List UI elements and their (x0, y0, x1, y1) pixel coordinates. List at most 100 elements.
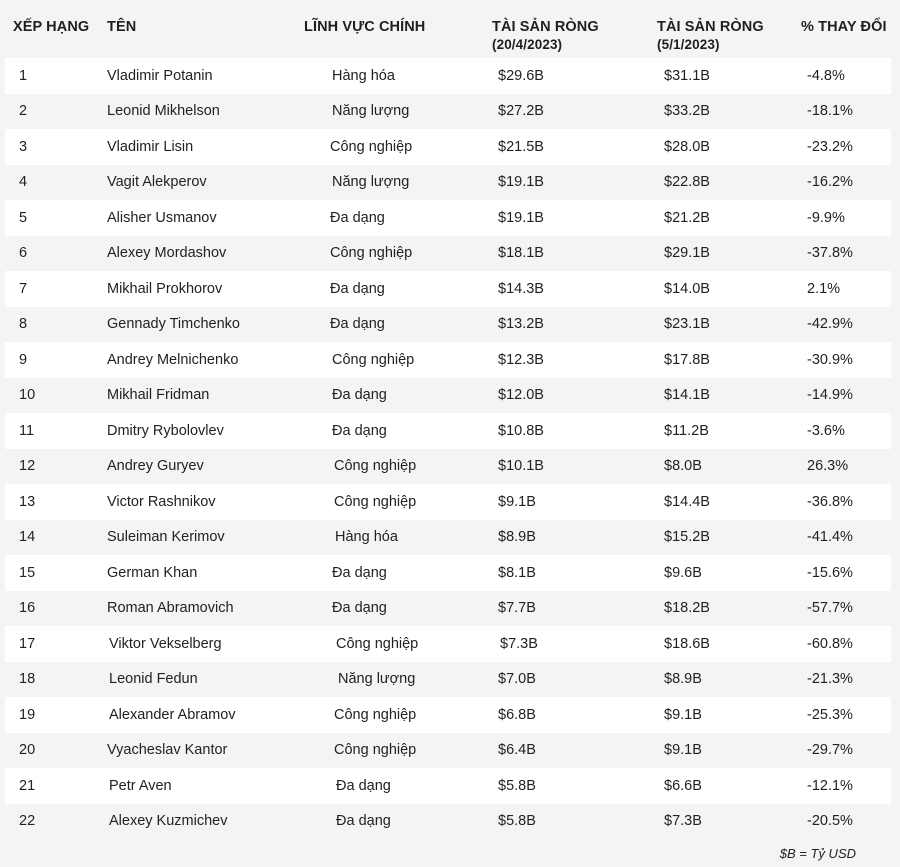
cell-net-worth-jan: $15.2B (664, 529, 710, 546)
table-row: 16 Roman Abramovich Đa dạng $7.7B $18.2B -57.… (5, 590, 891, 626)
cell-name: Andrey Melnichenko (107, 351, 239, 368)
table-row: 6 Alexey Mordashov Công nghiệp $18.1B $29.1B… (5, 235, 891, 271)
table-row: 3 Vladimir Lisin Công nghiệp $21.5B $28.0B -2… (5, 129, 891, 165)
cell-name: Leonid Mikhelson (107, 103, 220, 120)
cell-name: Petr Aven (109, 777, 172, 794)
table-row: 19 Alexander Abramov Công nghiệp $6.8B $9.1B… (5, 697, 891, 733)
cell-rank: 20 (19, 742, 36, 759)
cell-rank: 9 (19, 351, 28, 368)
cell-net-worth-apr: $6.4B (498, 742, 536, 759)
cell-net-worth-apr: $29.6B (498, 67, 544, 84)
cell-net-worth-apr: $5.8B (498, 777, 536, 794)
cell-net-worth-jan: $18.2B (664, 600, 710, 617)
cell-sector: Công nghiệp (334, 742, 417, 759)
header-name: TÊN (107, 19, 137, 35)
cell-name: Viktor Vekselberg (109, 635, 222, 652)
cell-sector: Đa dạng (330, 280, 385, 297)
cell-change: -60.8% (807, 635, 853, 652)
table-row: 14 Suleiman Kerimov Hàng hóa $8.9B $15.2B -41… (5, 519, 891, 555)
cell-rank: 2 (19, 103, 28, 120)
cell-rank: 3 (19, 138, 28, 155)
cell-sector: Công nghiệp (332, 351, 415, 368)
table-row: 18 Leonid Fedun Năng lượng $7.0B $8.9B -21.3% (5, 661, 891, 697)
cell-net-worth-jan: $14.1B (664, 387, 710, 404)
cell-rank: 11 (19, 422, 35, 439)
header-change: % THAY ĐỔI (801, 19, 887, 35)
table-row: 13 Victor Rashnikov Công nghiệp $9.1B $14.4B… (5, 484, 891, 520)
cell-sector: Công nghiệp (334, 493, 417, 510)
cell-sector: Đa dạng (336, 777, 391, 794)
cell-net-worth-jan: $18.6B (664, 635, 710, 652)
footnote: $B = Tỷ USD (779, 846, 856, 861)
cell-name: Vladimir Lisin (107, 138, 194, 155)
cell-name: Dmitry Rybolovlev (107, 422, 224, 439)
cell-name: Alexey Mordashov (107, 245, 227, 262)
cell-sector: Đa dạng (330, 316, 385, 333)
cell-change: -23.2% (807, 138, 853, 155)
header-sector: LĨNH VỰC CHÍNH (304, 19, 426, 35)
cell-sector: Hàng hóa (332, 67, 395, 84)
cell-change: -16.2% (807, 174, 853, 191)
cell-rank: 22 (19, 813, 36, 830)
cell-net-worth-apr: $18.1B (498, 245, 544, 262)
cell-name: Roman Abramovich (107, 600, 234, 617)
cell-change: -15.6% (807, 564, 853, 581)
cell-change: -36.8% (807, 493, 853, 510)
cell-change: -14.9% (807, 387, 853, 404)
table-row: 21 Petr Aven Đa dạng $5.8B $6.6B -12.1% (5, 768, 891, 804)
cell-rank: 10 (19, 387, 36, 404)
table-row: 20 Vyacheslav Kantor Công nghiệp $6.4B $9.1B… (5, 732, 891, 768)
cell-change: -29.7% (807, 742, 853, 759)
cell-name: Mikhail Prokhorov (107, 280, 223, 297)
cell-change: -25.3% (807, 706, 853, 723)
table-row: 5 Alisher Usmanov Đa dạng $19.1B $21.2B -9.9% (5, 200, 891, 236)
cell-sector: Đa dạng (332, 600, 387, 617)
cell-change: -30.9% (807, 351, 853, 368)
cell-change: -21.3% (807, 671, 853, 688)
table-row: 11 Dmitry Rybolovlev Đa dạng $10.8B $11.2B -3… (5, 413, 891, 449)
cell-name: German Khan (107, 564, 198, 581)
cell-change: 26.3% (807, 458, 849, 475)
cell-name: Gennady Timchenko (107, 316, 240, 333)
cell-name: Alisher Usmanov (107, 209, 217, 226)
cell-net-worth-apr: $19.1B (498, 174, 544, 191)
cell-net-worth-apr: $7.7B (498, 600, 536, 617)
cell-name: Alexander Abramov (109, 706, 236, 723)
cell-rank: 4 (19, 174, 28, 191)
cell-net-worth-jan: $7.3B (664, 813, 702, 830)
table-row: 7 Mikhail Prokhorov Đa dạng $14.3B $14.0B 2.1… (5, 271, 891, 307)
cell-net-worth-jan: $14.0B (664, 280, 710, 297)
cell-name: Alexey Kuzmichev (109, 813, 228, 830)
cell-net-worth-jan: $14.4B (664, 493, 710, 510)
cell-net-worth-apr: $19.1B (498, 209, 544, 226)
cell-rank: 7 (19, 280, 28, 297)
cell-rank: 14 (19, 529, 36, 546)
cell-sector: Đa dạng (336, 813, 391, 830)
cell-change: -20.5% (807, 813, 853, 830)
cell-name: Mikhail Fridman (107, 387, 210, 404)
cell-change: -57.7% (807, 600, 853, 617)
cell-net-worth-apr: $21.5B (498, 138, 544, 155)
cell-name: Vladimir Potanin (107, 67, 213, 84)
cell-name: Victor Rashnikov (107, 493, 216, 510)
cell-net-worth-jan: $17.8B (664, 351, 710, 368)
header-net-worth-2023-04-20: TÀI SẢN RÒNG (20/4/2023) (492, 19, 599, 52)
cell-net-worth-apr: $12.3B (498, 351, 544, 368)
cell-sector: Công nghiệp (336, 635, 419, 652)
cell-net-worth-apr: $10.1B (498, 458, 544, 475)
cell-net-worth-jan: $22.8B (664, 174, 710, 191)
cell-net-worth-jan: $11.2B (664, 422, 709, 439)
cell-sector: Đa dạng (332, 422, 387, 439)
cell-net-worth-apr: $8.9B (498, 529, 536, 546)
cell-change: -9.9% (807, 209, 845, 226)
cell-rank: 8 (19, 316, 28, 333)
cell-rank: 6 (19, 245, 28, 262)
cell-rank: 13 (19, 493, 36, 510)
billionaires-table: XẾP HẠNG TÊN LĨNH VỰC CHÍNH TÀI SẢN RÒNG… (5, 0, 891, 839)
cell-net-worth-apr: $12.0B (498, 387, 544, 404)
cell-sector: Hàng hóa (335, 529, 398, 546)
table-row: 22 Alexey Kuzmichev Đa dạng $5.8B $7.3B -20.5… (5, 803, 891, 839)
cell-sector: Đa dạng (330, 209, 385, 226)
cell-sector: Công nghiệp (334, 706, 417, 723)
